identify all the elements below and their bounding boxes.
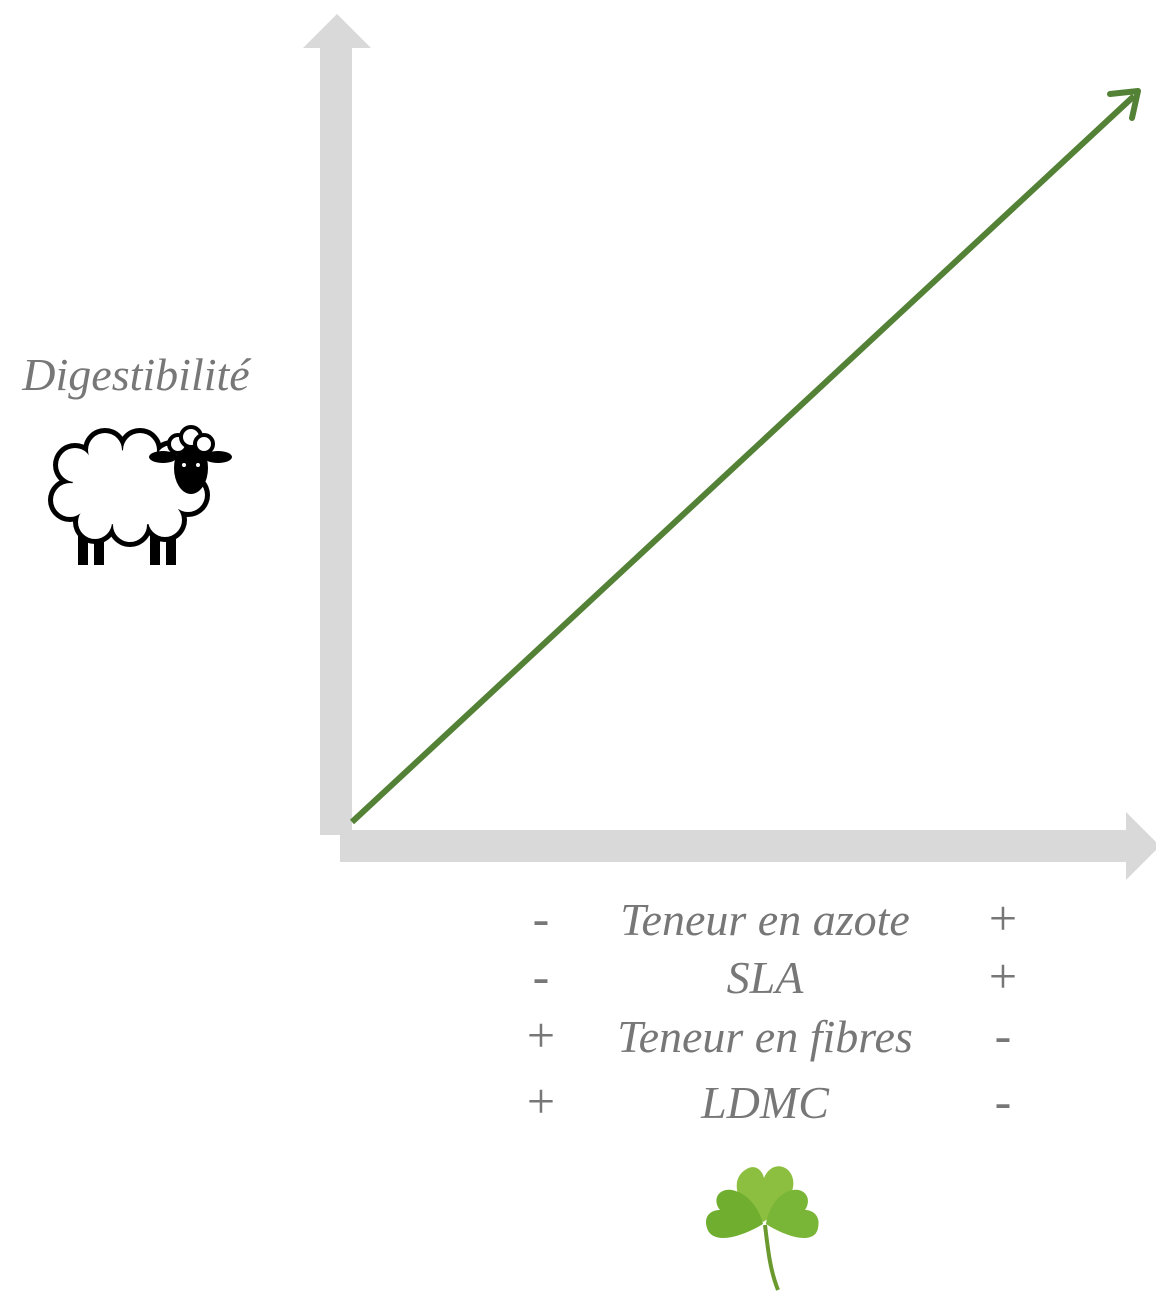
left-sign: - <box>533 948 550 1004</box>
row-label: Teneur en fibres <box>617 1011 913 1062</box>
right-sign: - <box>995 1007 1012 1063</box>
left-sign: + <box>527 1073 555 1129</box>
y-axis <box>320 45 352 835</box>
sheep-icon <box>48 425 232 565</box>
row-label: SLA <box>727 952 805 1003</box>
left-sign: + <box>527 1007 555 1063</box>
clover-icon <box>706 1166 819 1291</box>
right-sign: + <box>989 890 1017 946</box>
trend-arrowhead <box>1107 88 1141 121</box>
row-label: LDMC <box>700 1077 830 1128</box>
row-label: Teneur en azote <box>620 894 910 945</box>
left-sign: - <box>533 890 550 946</box>
right-sign: + <box>989 948 1017 1004</box>
x-axis <box>340 830 1130 862</box>
y-axis-label: Digestibilité <box>21 349 252 400</box>
x-axis-arrowhead <box>1126 812 1156 880</box>
right-sign: - <box>995 1073 1012 1129</box>
y-axis-arrowhead <box>303 14 371 48</box>
trend-line <box>349 93 1137 825</box>
